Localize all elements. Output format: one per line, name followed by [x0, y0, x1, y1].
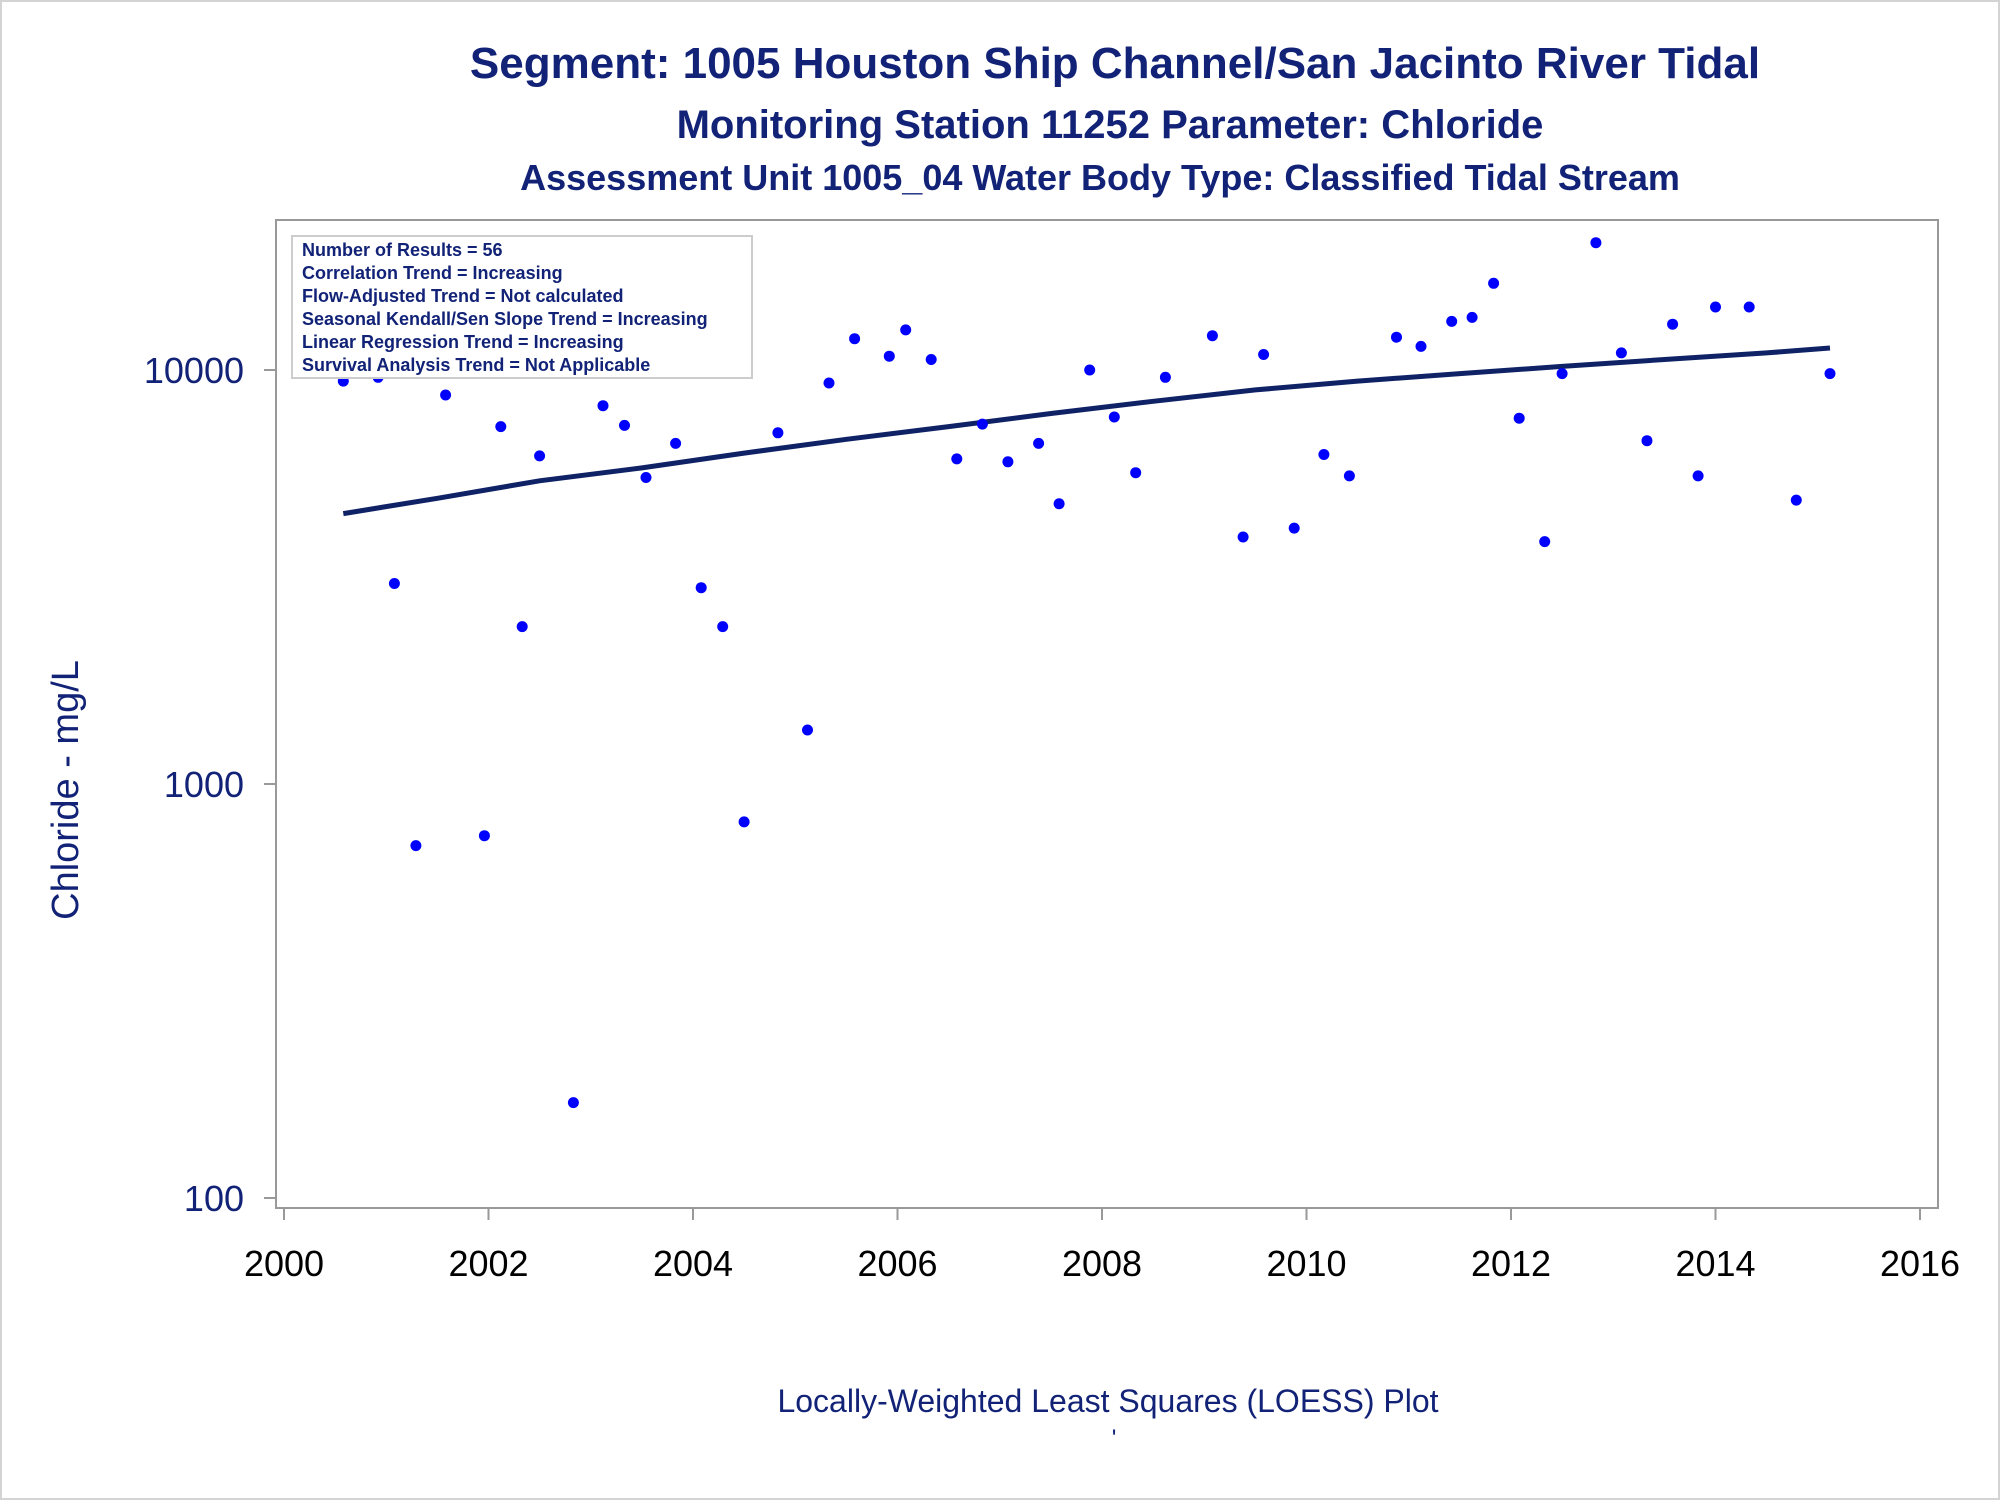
data-point — [1692, 470, 1704, 482]
data-point — [1710, 301, 1721, 313]
data-point — [1641, 435, 1653, 447]
data-point — [1288, 522, 1300, 534]
loess-line — [342, 345, 1831, 517]
data-point — [883, 350, 895, 362]
chart-title: Segment: 1005 Houston Ship Channel/San J… — [470, 39, 1760, 88]
data-point — [619, 419, 630, 431]
data-point — [388, 578, 400, 589]
data-point — [440, 389, 452, 401]
footnote-mark: ' — [1112, 1425, 1117, 1452]
data-point — [802, 724, 813, 736]
x-tick-label: 2012 — [1471, 1243, 1551, 1284]
data-point — [1206, 330, 1218, 342]
data-point — [738, 816, 750, 828]
data-point — [1824, 368, 1836, 380]
y-tick-label: 1000 — [164, 764, 244, 805]
stats-line-survival: Survival Analysis Trend = Not Applicable — [302, 355, 650, 375]
stats-line-correlation: Correlation Trend = Increasing — [302, 263, 563, 283]
data-point — [1159, 371, 1171, 383]
data-point — [1790, 494, 1802, 506]
data-point — [410, 840, 422, 852]
data-point — [1539, 536, 1551, 548]
data-point — [1513, 412, 1525, 424]
data-point — [717, 621, 729, 633]
data-point — [567, 1097, 579, 1109]
data-point — [1488, 277, 1500, 289]
x-tick-label: 2002 — [448, 1243, 528, 1284]
data-point — [1130, 467, 1142, 479]
data-point — [495, 421, 507, 433]
y-axis-label: Chloride - mg/L — [45, 660, 87, 920]
x-tick-label: 2000 — [244, 1243, 324, 1284]
data-point — [1258, 349, 1270, 360]
data-point — [1053, 498, 1065, 510]
data-point — [1084, 364, 1096, 376]
data-point — [695, 582, 707, 594]
data-point — [1667, 318, 1679, 330]
data-point — [516, 621, 528, 633]
data-point — [823, 377, 835, 389]
data-point — [670, 437, 682, 449]
y-tick-label: 10000 — [144, 350, 244, 391]
data-point — [1590, 237, 1602, 249]
x-tick-label: 2014 — [1675, 1243, 1755, 1284]
stats-box: Number of Results = 56 Correlation Trend… — [291, 235, 753, 379]
data-point — [1391, 331, 1402, 343]
x-tick-label: 2006 — [857, 1243, 937, 1284]
y-axis: 100 1000 10000 — [144, 220, 277, 1219]
stats-line-linear-regression: Linear Regression Trend = Increasing — [302, 332, 624, 352]
stats-line-flow-adjusted: Flow-Adjusted Trend = Not calculated — [302, 286, 624, 306]
data-point — [1556, 368, 1568, 380]
data-point — [1615, 347, 1627, 359]
chart-subtitle-assessment: Assessment Unit 1005_04 Water Body Type:… — [520, 157, 1680, 198]
data-point — [976, 418, 988, 430]
x-axis: 2000 2002 2004 2006 2008 2010 2012 2014 2016 — [244, 1207, 1960, 1284]
stats-box-border — [291, 235, 753, 379]
x-axis-label: Locally-Weighted Least Squares (LOESS) P… — [777, 1383, 1438, 1419]
data-point — [849, 333, 861, 345]
data-point — [925, 354, 937, 365]
x-tick-label: 2016 — [1880, 1243, 1960, 1284]
stats-line-seasonal-kendall: Seasonal Kendall/Sen Slope Trend = Incre… — [302, 309, 708, 329]
data-point — [1002, 456, 1014, 468]
data-point — [1108, 411, 1120, 423]
data-point — [1033, 437, 1045, 449]
data-point — [1318, 449, 1330, 460]
data-point — [1446, 315, 1458, 327]
data-point — [1343, 470, 1355, 482]
data-point — [1743, 301, 1755, 313]
y-tick-label: 100 — [184, 1178, 244, 1219]
data-point — [534, 450, 546, 462]
data-point — [1415, 340, 1427, 352]
data-point — [900, 324, 912, 336]
loess-line-group — [342, 345, 1831, 517]
data-point — [951, 453, 963, 465]
x-tick-label: 2008 — [1062, 1243, 1142, 1284]
plot-area — [275, 219, 1939, 1209]
data-point — [640, 472, 652, 483]
x-tick-label: 2004 — [653, 1243, 733, 1284]
data-point — [772, 427, 784, 439]
data-point — [597, 400, 609, 412]
x-tick-label: 2010 — [1266, 1243, 1346, 1284]
data-point — [1237, 531, 1249, 543]
stats-line-results: Number of Results = 56 — [302, 240, 503, 260]
chart-subtitle-station: Monitoring Station 11252 Parameter: Chlo… — [677, 103, 1544, 147]
data-point — [1466, 311, 1478, 323]
data-point — [478, 830, 490, 842]
